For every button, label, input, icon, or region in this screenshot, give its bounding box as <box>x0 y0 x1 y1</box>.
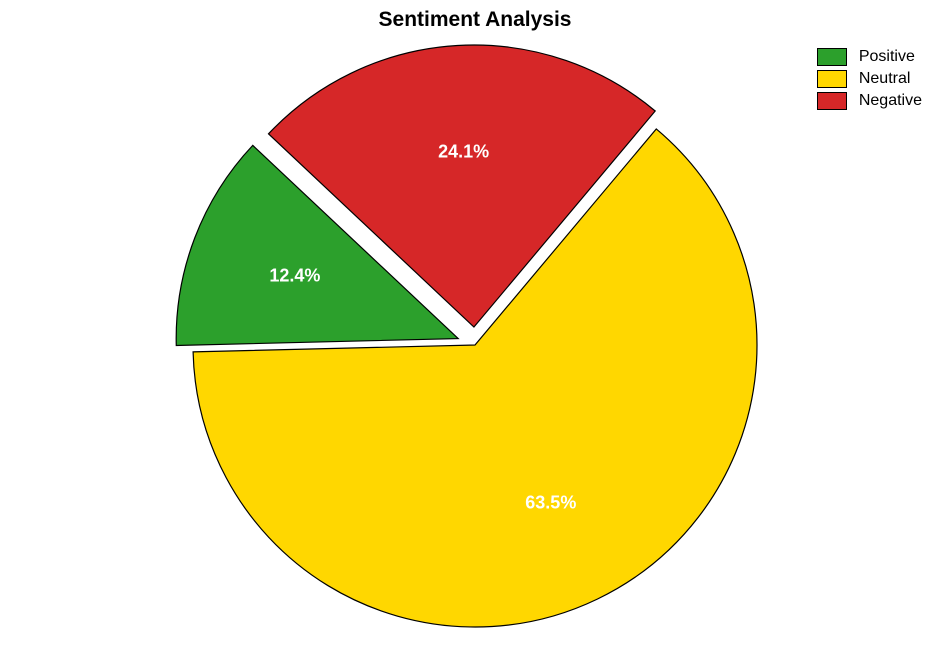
pie-chart-container: Sentiment Analysis Positive Neutral Negati… <box>0 0 950 662</box>
pie-chart <box>169 39 781 651</box>
slice-label-neutral: 63.5% <box>525 492 576 513</box>
legend: Positive Neutral Negative <box>817 48 922 114</box>
legend-item-neutral: Neutral <box>817 70 922 88</box>
legend-label-positive: Positive <box>859 48 915 66</box>
legend-item-positive: Positive <box>817 48 922 66</box>
legend-label-neutral: Neutral <box>859 70 911 88</box>
slice-label-positive: 12.4% <box>269 266 320 287</box>
legend-label-negative: Negative <box>859 92 922 110</box>
legend-swatch-neutral <box>817 70 847 88</box>
legend-item-negative: Negative <box>817 92 922 110</box>
legend-swatch-negative <box>817 92 847 110</box>
slice-label-negative: 24.1% <box>438 142 489 163</box>
legend-swatch-positive <box>817 48 847 66</box>
chart-title: Sentiment Analysis <box>0 8 950 32</box>
